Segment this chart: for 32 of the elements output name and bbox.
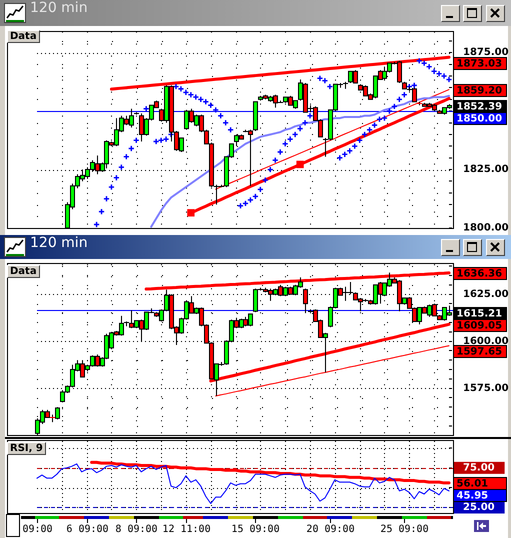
data-label: 1609.05	[456, 320, 502, 332]
data-label: 56.01	[456, 478, 488, 490]
y-tick-label: 75.00	[463, 462, 495, 474]
candlestick	[55, 406, 60, 420]
text: Data	[7, 265, 40, 278]
candlestick	[253, 101, 258, 132]
data-label: 45.95	[456, 490, 488, 502]
x-tick-label: 09:00	[22, 524, 53, 535]
y-tick-label: 1875.00	[463, 47, 509, 58]
x-tick-label: 25 09:00	[380, 524, 429, 535]
x-tick-label: 20 09:00	[306, 524, 355, 535]
ref-line-label: 1850.00	[456, 114, 502, 125]
x-tick-label: 6 09:00	[66, 524, 109, 535]
chart-title: 120 min	[30, 235, 88, 253]
data-label: 1636.36	[456, 268, 502, 280]
y-tick-label: 1625.00	[463, 288, 509, 300]
data-label: 1859.20	[456, 86, 502, 97]
data-label: 1597.65	[456, 346, 502, 358]
text: Data	[7, 30, 40, 44]
text: 1852.39	[456, 102, 502, 113]
data-label: 1873.03	[456, 58, 502, 70]
y-tick-label: 1800.00	[463, 222, 509, 234]
x-tick-label: 8 09:00	[115, 524, 158, 535]
y-tick-label: 25.00	[463, 502, 495, 514]
chart-title: 120 min	[30, 0, 88, 18]
chart-title: RSI, 9	[7, 442, 46, 455]
x-tick-label: 15 09:00	[231, 524, 280, 535]
y-tick-label: 1600.00	[463, 336, 509, 347]
y-tick-label: 1575.00	[463, 382, 509, 394]
x-tick-label: 12 11:00	[162, 524, 211, 535]
text: 1615.21	[456, 308, 502, 320]
y-tick-label: 1825.00	[463, 164, 509, 176]
